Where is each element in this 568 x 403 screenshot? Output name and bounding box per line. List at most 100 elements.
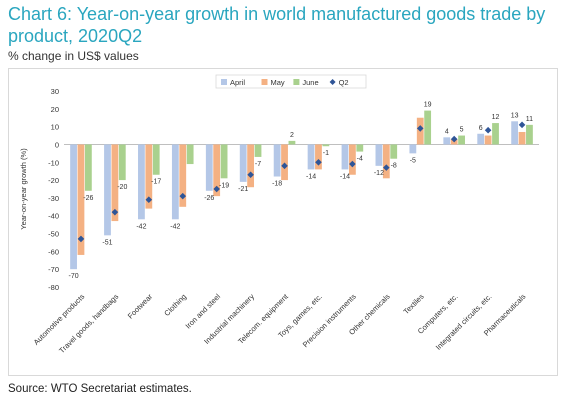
data-label-june: -8 (391, 163, 397, 170)
bar-june (254, 144, 262, 157)
bar-june (220, 144, 228, 179)
bar-june (288, 140, 296, 145)
q2-marker (484, 126, 492, 134)
bar-june (118, 144, 126, 181)
legend-label: April (230, 78, 245, 87)
data-label-april: -70 (69, 273, 79, 280)
data-label-april: -18 (272, 181, 282, 188)
bar-april (409, 144, 417, 154)
chart-frame: 30 20 10 0 -10 -20 -30 -40 -50 -60 -70 -80 Year-on-y… (8, 68, 558, 376)
bar-april (239, 144, 247, 182)
x-tick-label: Clothing (162, 292, 188, 318)
y-tick-label: -30 (48, 194, 59, 203)
bar-may (484, 135, 492, 145)
q2-marker (111, 208, 119, 216)
q2-marker (77, 235, 85, 243)
legend-swatch (221, 79, 227, 85)
bar-may (518, 131, 526, 145)
bar-may (213, 144, 221, 197)
data-label-april: -51 (102, 239, 112, 246)
x-tick-label: Textiles (402, 292, 426, 316)
bar-june (424, 110, 432, 145)
data-label-june: -26 (83, 195, 93, 202)
chart-title: Chart 6: Year-on-year growth in world ma… (8, 4, 546, 46)
bar-may (348, 144, 356, 175)
x-tick-label: Integrated circuits, etc. (434, 292, 494, 352)
q2-marker (179, 192, 187, 200)
y-tick-label: 20 (51, 105, 59, 114)
y-tick-label: 10 (51, 123, 59, 132)
bar-april (273, 144, 281, 177)
q2-marker (145, 196, 153, 203)
bar-may (281, 144, 288, 181)
y-tick-label: -60 (48, 247, 59, 256)
legend-label: June (302, 78, 318, 87)
legend-swatch (293, 79, 300, 85)
y-tick-label: -80 (48, 283, 59, 292)
bar-may (382, 144, 390, 179)
x-tick-label: Footwear (126, 292, 155, 321)
bar-april (477, 133, 485, 145)
axis-layer: 30 20 10 0 -10 -20 -30 -40 -50 -60 -70 -80 Year-on-y… (19, 87, 539, 292)
bar-may (315, 144, 322, 170)
data-label-april: -42 (170, 223, 180, 230)
data-label-april: -26 (204, 195, 214, 202)
chart-subtitle: % change in US$ values (8, 49, 139, 63)
bar-april (104, 144, 111, 236)
bar-april (511, 121, 519, 145)
data-label-june: -20 (117, 184, 127, 191)
data-label-april: -21 (238, 186, 248, 193)
data-label-june: 12 (492, 114, 500, 121)
source-note: Source: WTO Secretariat estimates. (8, 383, 192, 395)
x-tick-label: Travel goods, handbags (57, 292, 120, 355)
y-tick-label: -10 (48, 158, 59, 167)
bar-may (77, 144, 85, 255)
q2-marker (416, 125, 424, 132)
data-label-april: 13 (511, 112, 519, 119)
bar-may (179, 144, 187, 207)
bar-june (322, 144, 330, 147)
q2-marker (518, 121, 526, 129)
y-tick-label: 30 (51, 87, 59, 96)
y-tick-label: -50 (48, 230, 59, 239)
data-label-april: -14 (340, 173, 350, 180)
data-label-april: 4 (445, 128, 449, 135)
bar-june (526, 124, 533, 145)
bar-june (492, 123, 499, 145)
bar-april (70, 144, 77, 270)
data-label-april: -5 (410, 157, 416, 164)
bar-june (186, 144, 194, 165)
legend: April May June Q2 (215, 74, 367, 89)
legend-label: Q2 (339, 78, 349, 87)
q2-marker (213, 185, 220, 193)
y-tick-label: -20 (48, 176, 59, 185)
data-label-june: 2 (290, 132, 294, 139)
y-axis-label: Year-on-year growth (%) (19, 148, 28, 230)
bar-layer (70, 110, 533, 270)
bar-may (111, 144, 119, 222)
data-label-june: -17 (151, 179, 161, 186)
legend-label: May (271, 78, 285, 87)
bar-april (443, 137, 451, 145)
bar-may (247, 144, 255, 188)
bar-june (356, 144, 364, 152)
data-label-june: 5 (460, 127, 464, 134)
data-label-april: -12 (374, 170, 384, 177)
bar-april (375, 144, 383, 166)
y-tick-label: -40 (48, 212, 59, 221)
bar-may (145, 144, 153, 209)
bar-june (390, 144, 398, 159)
bar-april (307, 144, 315, 170)
data-label-june: 11 (526, 116, 533, 123)
y-tick-label: -70 (48, 265, 59, 274)
data-label-june: -7 (255, 161, 261, 168)
bar-june (458, 135, 465, 145)
q2-marker (247, 171, 254, 179)
data-label-june: -1 (323, 150, 329, 157)
bar-april (138, 144, 145, 220)
bar-april (341, 144, 349, 170)
legend-swatch (261, 79, 268, 85)
data-label-april: 6 (479, 125, 483, 132)
data-label-april: -42 (136, 223, 146, 230)
data-label-june: 19 (424, 102, 432, 109)
